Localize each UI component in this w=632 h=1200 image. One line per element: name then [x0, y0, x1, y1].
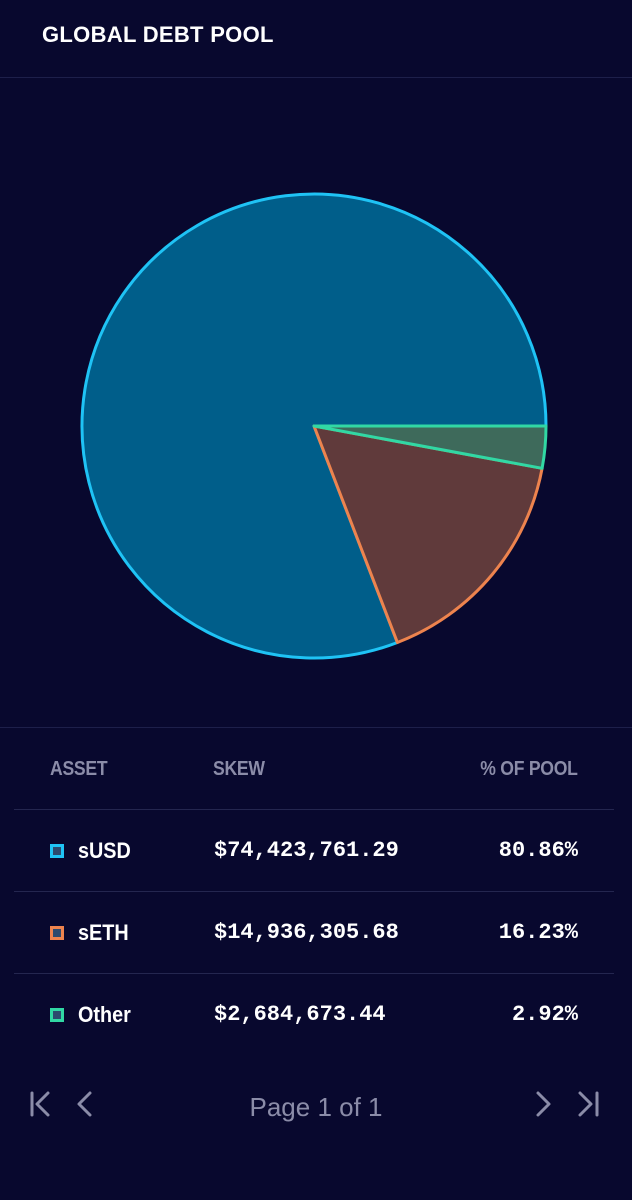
- table-row: sETH $14,936,305.68 16.23%: [14, 892, 614, 974]
- chevron-left-icon: [77, 1091, 92, 1117]
- pool-percent: 16.23%: [498, 920, 578, 945]
- skew-value: $2,684,673.44: [214, 1002, 386, 1027]
- pie-slice-seth[interactable]: [312, 424, 544, 644]
- pool-percent: 2.92%: [511, 1002, 578, 1027]
- pagination: Page 1 of 1: [0, 1064, 632, 1154]
- first-page-icon: [30, 1091, 50, 1117]
- other-color-swatch: [50, 1008, 64, 1022]
- pie-chart-area: [0, 78, 632, 728]
- chevron-right-icon: [536, 1091, 551, 1117]
- column-header-skew[interactable]: SKEW: [213, 758, 265, 780]
- debt-pool-table: ASSET SKEW % OF POOL sUSD $74,423,761.29…: [14, 728, 614, 1056]
- last-page-icon: [578, 1091, 599, 1117]
- page-title: GLOBAL DEBT POOL: [42, 22, 274, 47]
- prev-page-button[interactable]: [68, 1086, 104, 1122]
- table-header-row: ASSET SKEW % OF POOL: [14, 728, 614, 810]
- table-row: sUSD $74,423,761.29 80.86%: [14, 810, 614, 892]
- pie-chart: [80, 192, 548, 660]
- pool-percent: 80.86%: [498, 838, 578, 863]
- skew-value: $74,423,761.29: [214, 838, 399, 863]
- page-indicator: Page 1 of 1: [249, 1092, 383, 1122]
- next-page-button[interactable]: [526, 1086, 562, 1122]
- seth-color-swatch: [50, 926, 64, 940]
- skew-value: $14,936,305.68: [214, 920, 399, 945]
- column-header-pct[interactable]: % OF POOL: [480, 758, 579, 780]
- asset-name: Other: [78, 1002, 131, 1027]
- asset-name: sETH: [78, 920, 129, 945]
- header: GLOBAL DEBT POOL: [0, 0, 632, 78]
- table-row: Other $2,684,673.44 2.92%: [14, 974, 614, 1056]
- susd-color-swatch: [50, 844, 64, 858]
- column-header-asset[interactable]: ASSET: [50, 758, 108, 780]
- pie-slice-other[interactable]: [312, 424, 548, 470]
- last-page-button[interactable]: [570, 1086, 606, 1122]
- asset-name: sUSD: [78, 838, 131, 863]
- first-page-button[interactable]: [24, 1086, 60, 1122]
